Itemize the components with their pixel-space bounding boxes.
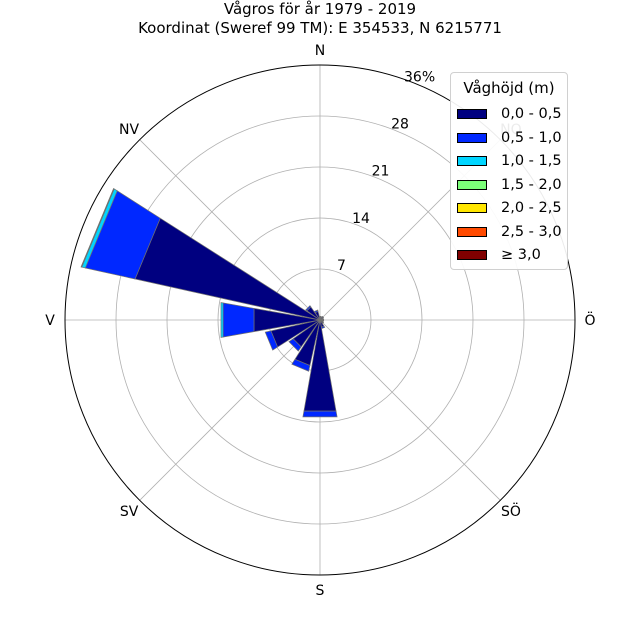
direction-label: N: [315, 43, 325, 59]
legend-label: 0,5 - 1,0: [501, 129, 562, 146]
legend-label: 1,5 - 2,0: [501, 176, 562, 193]
rose-bar-segment: [314, 309, 319, 314]
rose-bar-segment: [321, 315, 325, 319]
legend-swatch: [457, 132, 487, 143]
legend-label: 2,5 - 3,0: [501, 223, 562, 240]
radial-tick-label: 36%: [404, 69, 435, 85]
legend-item: 2,5 - 3,0: [457, 223, 562, 241]
direction-label: V: [45, 313, 55, 329]
rose-bar-segment: [321, 325, 326, 330]
legend-swatch: [457, 109, 487, 119]
grid-spoke: [139, 139, 321, 321]
direction-label: NV: [119, 122, 139, 138]
rose-bar-segment: [288, 338, 302, 352]
direction-label: SV: [120, 504, 139, 520]
chart-title: Vågros för år 1979 - 2019: [223, 0, 417, 18]
rose-bar-segment: [220, 302, 224, 338]
legend-title: Våghöjd (m): [463, 79, 555, 97]
direction-label: S: [316, 583, 325, 599]
legend-swatch: [457, 203, 487, 213]
legend: Våghöjd (m) 0,0 - 0,5 0,5 - 1,0 1,0 - 1,5 1…: [450, 72, 568, 270]
legend-swatch: [457, 250, 487, 260]
legend-item: 0,5 - 1,0: [457, 129, 562, 147]
outer-circle: [64, 64, 576, 576]
legend-label: 1,0 - 1,5: [501, 153, 562, 169]
direction-label: SÖ: [501, 502, 521, 520]
legend-item: ≥ 3,0: [457, 246, 541, 264]
legend-item: 2,0 - 2,5: [457, 199, 562, 217]
legend-label: 2,0 - 2,5: [501, 200, 562, 216]
grid-spoke: [319, 319, 501, 501]
legend-item: 1,5 - 2,0: [457, 176, 562, 194]
radial-tick-label: 28: [391, 117, 409, 133]
direction-label: Ö: [584, 311, 595, 329]
legend-item: 0,0 - 0,5: [457, 105, 562, 123]
rose-bar-segment: [222, 302, 255, 338]
rose-bar-segment: [80, 187, 115, 268]
legend-item: 1,0 - 1,5: [457, 152, 562, 170]
rose-bar-segment: [305, 305, 312, 312]
legend-label: 0,0 - 0,5: [501, 106, 562, 122]
legend-swatch: [457, 226, 487, 237]
rose-bar-segment: [291, 358, 311, 372]
legend-swatch: [457, 156, 487, 166]
rose-bar-segment: [302, 410, 338, 418]
radial-tick-label: 7: [337, 258, 346, 274]
radial-tick-label: 14: [352, 211, 370, 227]
chart-subtitle: Koordinat (Sweref 99 TM): E 354533, N 62…: [138, 19, 502, 37]
legend-swatch: [457, 179, 487, 190]
legend-label: ≥ 3,0: [501, 247, 541, 263]
radial-tick-label: 21: [372, 164, 390, 180]
grid-spoke: [139, 319, 321, 501]
rose-bar-segment: [264, 330, 279, 351]
